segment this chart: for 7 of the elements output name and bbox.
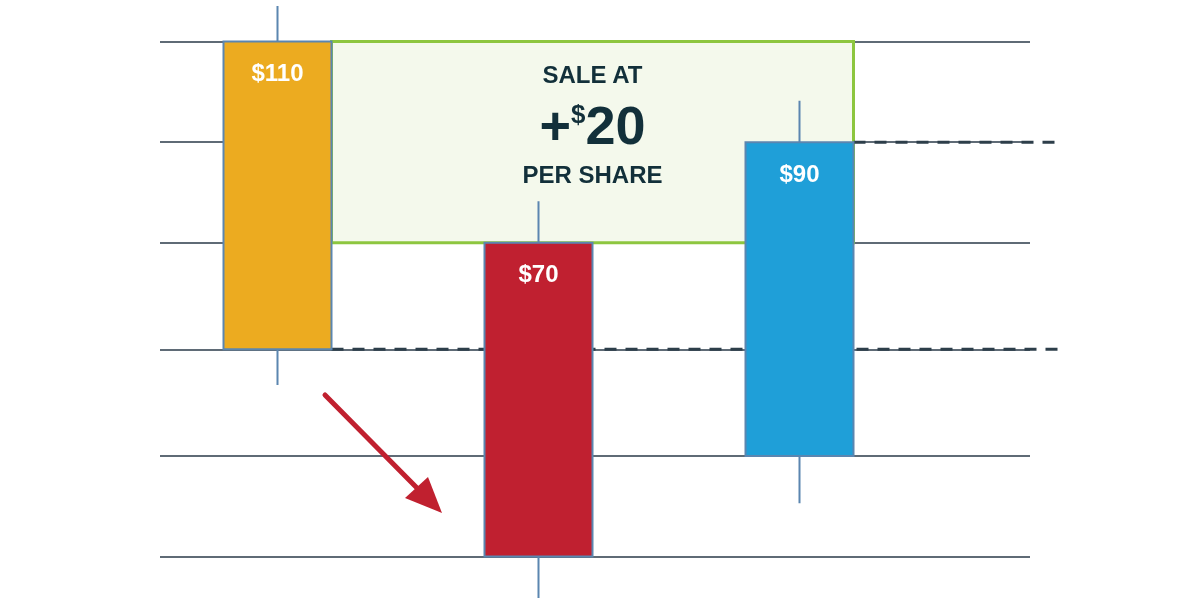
text: $90 [779, 159, 820, 187]
candlestick [744, 99, 855, 505]
candlestick [222, 5, 333, 386]
text: $110 [251, 59, 304, 87]
candlestick [483, 200, 594, 599]
text: $70 [518, 260, 559, 288]
band-label: SALE AT +$^{$}$20 PER SHARE [522, 60, 663, 191]
